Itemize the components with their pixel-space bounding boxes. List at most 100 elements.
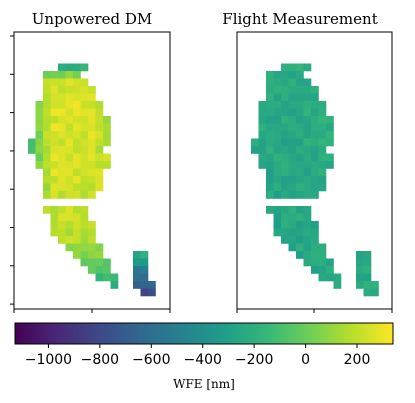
heatmap-cell xyxy=(281,116,289,124)
heatmap-cell xyxy=(296,101,304,109)
heatmap-cell xyxy=(133,266,141,274)
heatmap-cell xyxy=(273,93,282,102)
colorbar-tick-label: −200 xyxy=(235,352,273,368)
heatmap-cell xyxy=(43,176,51,184)
heatmap-cell xyxy=(311,258,319,267)
heatmap-cell xyxy=(356,281,364,289)
heatmap-cell xyxy=(35,108,44,117)
colorbar-label: WFE [nm] xyxy=(173,377,235,391)
heatmap-cell xyxy=(371,288,379,297)
heatmap-cell xyxy=(296,63,304,72)
heatmap-cell xyxy=(281,221,289,229)
x-ticks-unpowered xyxy=(13,309,171,313)
heatmap-cell xyxy=(288,206,297,214)
heatmap-cell xyxy=(288,213,297,222)
heatmap-cell xyxy=(326,258,334,267)
heatmap-cell xyxy=(95,251,104,259)
heatmap-cell xyxy=(103,131,111,139)
heatmap-cell xyxy=(281,228,289,237)
heatmap-cell xyxy=(88,116,96,124)
heatmap-cell xyxy=(288,116,297,124)
heatmap-cell xyxy=(73,183,81,192)
heatmap-cell xyxy=(266,138,274,147)
heatmap-cell xyxy=(110,281,119,289)
heatmap-cell xyxy=(65,168,74,177)
heatmap-cell xyxy=(58,213,66,222)
heatmap-cell xyxy=(95,108,104,117)
heatmap-cell xyxy=(296,221,304,229)
heatmap-cell xyxy=(65,101,74,109)
heatmap-cell xyxy=(80,116,89,124)
heatmap-cell xyxy=(65,191,74,199)
heatmap-cell xyxy=(273,78,282,87)
heatmap-cell xyxy=(50,86,59,94)
heatmap-cell xyxy=(311,116,319,124)
heatmap-cell xyxy=(140,281,149,289)
heatmap-cell xyxy=(103,153,111,162)
heatmap-cell xyxy=(43,153,51,162)
heatmap-cell xyxy=(356,273,364,282)
heatmap-cell xyxy=(58,191,66,199)
heatmap-cell xyxy=(58,146,66,154)
heatmap-cell xyxy=(288,183,297,192)
heatmap-cell xyxy=(333,281,342,289)
heatmap-cell xyxy=(73,86,81,94)
heatmap-cell xyxy=(58,161,66,169)
heatmap-cell xyxy=(303,176,312,184)
heatmap-cell xyxy=(303,86,312,94)
heatmap-cell xyxy=(363,288,372,297)
heatmap-cell xyxy=(88,221,96,229)
heatmap-cell xyxy=(73,221,81,229)
heatmap-cell xyxy=(148,288,156,297)
heatmap-cell xyxy=(258,161,267,169)
heatmap-cell xyxy=(288,176,297,184)
heatmap-cell xyxy=(58,236,66,244)
heatmap-cell xyxy=(80,236,89,244)
heatmap-cell xyxy=(303,146,312,154)
heatmap-cell xyxy=(80,213,89,222)
heatmap-cell xyxy=(65,176,74,184)
heatmap-cell xyxy=(43,191,51,199)
colorbar-tick-label: −600 xyxy=(132,352,170,368)
heatmap-cell xyxy=(58,153,66,162)
heatmap-cell xyxy=(266,183,274,192)
heatmap-cell xyxy=(303,101,312,109)
heatmap-cell xyxy=(65,228,74,237)
heatmap-cell xyxy=(296,138,304,147)
heatmap-cell xyxy=(266,131,274,139)
heatmap-cell xyxy=(326,266,334,274)
heatmap-cell xyxy=(43,131,51,139)
heatmap-cell xyxy=(311,243,319,252)
heatmap-cell xyxy=(80,86,89,94)
heatmap-cell xyxy=(311,266,319,274)
heatmap-cell xyxy=(50,191,59,199)
heatmap-cells-unpowered xyxy=(28,63,156,297)
heatmap-cell xyxy=(258,153,267,162)
heatmap-cell xyxy=(281,183,289,192)
heatmap-cell xyxy=(133,281,141,289)
heatmap-cell xyxy=(311,93,319,102)
heatmap-cell xyxy=(318,161,327,169)
heatmap-cell xyxy=(58,93,66,102)
heatmap-cell xyxy=(318,131,327,139)
heatmap-cell xyxy=(303,93,312,102)
heatmap-cell xyxy=(58,101,66,109)
heatmap-cell xyxy=(266,116,274,124)
heatmap-cell xyxy=(80,131,89,139)
heatmap-cell xyxy=(273,168,282,177)
heatmap-cell xyxy=(303,161,312,169)
heatmap-cell xyxy=(273,153,282,162)
heatmap-cell xyxy=(363,281,372,289)
heatmap-cell xyxy=(80,101,89,109)
heatmap-cell xyxy=(281,191,289,199)
heatmap-cell xyxy=(35,138,44,147)
heatmap-cell xyxy=(73,71,81,79)
heatmap-cell xyxy=(296,176,304,184)
heatmap-cell xyxy=(296,123,304,132)
heatmap-cell xyxy=(288,191,297,199)
heatmap-cell xyxy=(88,191,96,199)
heatmap-cell xyxy=(88,258,96,267)
heatmap-cell xyxy=(311,108,319,117)
heatmap-cell xyxy=(95,116,104,124)
heatmap-cell xyxy=(50,213,59,222)
